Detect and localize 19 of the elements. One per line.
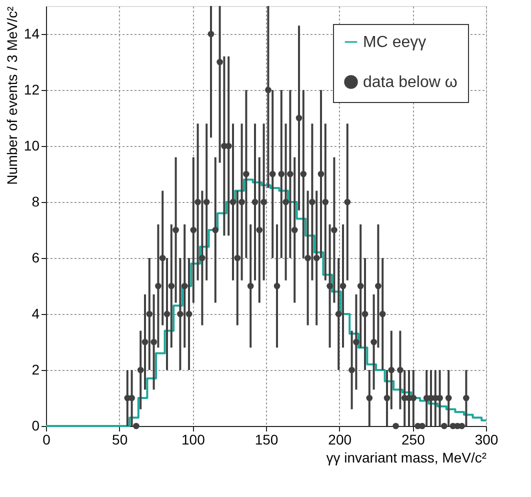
legend-label: data below ω: [363, 74, 458, 91]
y-tick-label: 4: [32, 306, 40, 322]
y-tick-label: 6: [32, 250, 40, 266]
legend-label: MC eeγγ: [363, 34, 426, 51]
y-tick-label: 8: [32, 194, 40, 210]
x-tick-label: 150: [254, 432, 278, 448]
x-tick-label: 100: [181, 432, 206, 448]
x-tick-label: 0: [42, 432, 51, 448]
x-axis-title: γγ invariant mass, MeV/c²: [326, 450, 487, 466]
y-tick-label: 2: [32, 362, 40, 378]
y-axis-title: Number of events / 3 MeV/c²: [4, 6, 20, 185]
x-tick-label: 50: [112, 432, 128, 448]
y-tick-label: 14: [24, 26, 40, 42]
y-tick-label: 12: [24, 82, 40, 98]
x-tick-label: 300: [474, 432, 498, 448]
x-tick-label: 250: [401, 432, 426, 448]
y-tick-label: 0: [32, 418, 40, 434]
y-tick-label: 10: [24, 138, 40, 154]
x-tick-label: 200: [328, 432, 352, 448]
